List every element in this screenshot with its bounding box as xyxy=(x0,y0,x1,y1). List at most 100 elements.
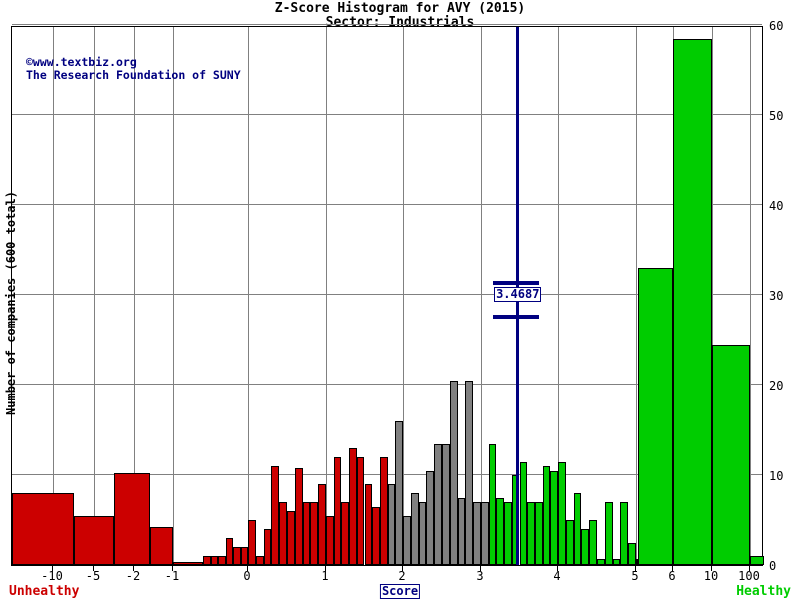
histogram-bar xyxy=(12,493,74,565)
histogram-bar xyxy=(218,556,226,565)
histogram-bar xyxy=(333,457,342,565)
gridline-horizontal xyxy=(12,204,762,205)
credits-line-1: ©www.textbiz.org xyxy=(26,55,137,69)
histogram-bar xyxy=(294,467,303,565)
x-tick-label: 2 xyxy=(398,569,406,583)
gridline-vertical xyxy=(712,27,713,565)
x-tick-mark xyxy=(557,566,558,571)
gridline-vertical xyxy=(750,27,751,565)
gridline-horizontal xyxy=(12,384,762,385)
x-tick-label: -2 xyxy=(125,569,141,583)
histogram-bar xyxy=(550,470,558,565)
x-tick-mark xyxy=(672,566,673,571)
histogram-bar xyxy=(481,502,489,565)
unhealthy-label: Unhealthy xyxy=(9,584,80,599)
x-tick-label: 1 xyxy=(321,569,329,583)
x-tick-label: 5 xyxy=(631,569,639,583)
histogram-bar xyxy=(434,443,442,565)
x-tick-mark xyxy=(402,566,403,571)
histogram-bar xyxy=(203,556,211,565)
x-tick-label: 4 xyxy=(553,569,561,583)
histogram-bar xyxy=(465,380,474,565)
x-tick-label: 3 xyxy=(476,569,484,583)
histogram-bar xyxy=(318,484,326,565)
histogram-bar xyxy=(248,520,256,565)
histogram-bar xyxy=(604,502,613,565)
histogram-bar xyxy=(449,380,458,565)
y-tick-label: 40 xyxy=(769,199,784,213)
x-tick-mark xyxy=(247,566,248,571)
histogram-bar xyxy=(496,497,505,565)
histogram-bar xyxy=(581,529,590,565)
marker-bracket-bottom xyxy=(493,315,540,319)
x-tick-mark xyxy=(133,566,134,571)
marker-dot-bottom xyxy=(516,562,520,565)
credits-line-2: The Research Foundation of SUNY xyxy=(26,68,241,82)
histogram-bar xyxy=(534,502,543,565)
x-tick-mark xyxy=(749,566,750,571)
histogram-bar xyxy=(379,457,388,565)
histogram-bar xyxy=(542,466,551,565)
histogram-bar xyxy=(712,344,750,565)
y-tick-label: 60 xyxy=(769,19,784,33)
x-tick-mark xyxy=(711,566,712,571)
gridline-vertical xyxy=(326,27,327,565)
histogram-bar xyxy=(636,558,638,565)
x-tick-label: 6 xyxy=(668,569,676,583)
histogram-bar xyxy=(637,268,673,565)
x-tick-mark xyxy=(325,566,326,571)
histogram-bar xyxy=(73,515,114,565)
histogram-bar xyxy=(372,506,380,565)
x-tick-mark xyxy=(52,566,53,571)
gridline-vertical xyxy=(403,27,404,565)
gridline-vertical xyxy=(558,27,559,565)
histogram-bar xyxy=(750,556,764,565)
gridline-vertical xyxy=(248,27,249,565)
histogram-bar xyxy=(628,542,636,565)
y-tick-label: 50 xyxy=(769,109,784,123)
histogram-bar xyxy=(387,484,396,565)
credits: ©www.textbiz.org The Research Foundation… xyxy=(26,56,241,82)
histogram-bar xyxy=(395,421,403,565)
y-axis-label: Number of companies (600 total) xyxy=(4,191,18,415)
histogram-bar xyxy=(612,558,621,565)
plot-area: 3.4687 ©www.textbiz.org The Research Fou… xyxy=(11,24,764,566)
x-tick-label: -1 xyxy=(164,569,180,583)
histogram-bar xyxy=(149,527,173,565)
histogram-bar xyxy=(573,493,582,565)
chart-title: Z-Score Histogram for AVY (2015) xyxy=(274,1,526,16)
histogram-bar xyxy=(504,502,512,565)
histogram-bar xyxy=(114,473,150,565)
x-tick-label: 0 xyxy=(243,569,251,583)
histogram-bar xyxy=(473,502,481,565)
histogram-bar xyxy=(457,497,466,565)
histogram-bar xyxy=(418,502,427,565)
histogram-bar xyxy=(597,558,605,565)
histogram-bar xyxy=(210,556,218,565)
histogram-bar xyxy=(271,466,280,565)
histogram-bar xyxy=(673,38,712,565)
histogram-bar xyxy=(558,461,566,565)
x-tick-label: -5 xyxy=(85,569,101,583)
gridline-horizontal xyxy=(12,294,762,295)
histogram-bar xyxy=(349,448,357,565)
x-tick-label: 100 xyxy=(738,569,760,583)
histogram-bar xyxy=(364,484,373,565)
histogram-bar xyxy=(255,556,264,565)
gridline-vertical xyxy=(481,27,482,565)
histogram-bar xyxy=(519,461,528,565)
marker-dot-top xyxy=(516,27,520,30)
histogram-bar xyxy=(442,443,450,565)
x-tick-mark xyxy=(172,566,173,571)
histogram-bar xyxy=(263,529,272,565)
marker-value-label: 3.4687 xyxy=(494,286,542,302)
healthy-label: Healthy xyxy=(736,584,791,599)
gridline-vertical xyxy=(636,27,637,565)
histogram-bar xyxy=(620,502,629,565)
y-tick-label: 30 xyxy=(769,289,784,303)
histogram-bar xyxy=(527,502,535,565)
histogram-bar xyxy=(225,538,233,565)
gridline-horizontal xyxy=(12,114,762,115)
y-tick-label: 20 xyxy=(769,379,784,393)
